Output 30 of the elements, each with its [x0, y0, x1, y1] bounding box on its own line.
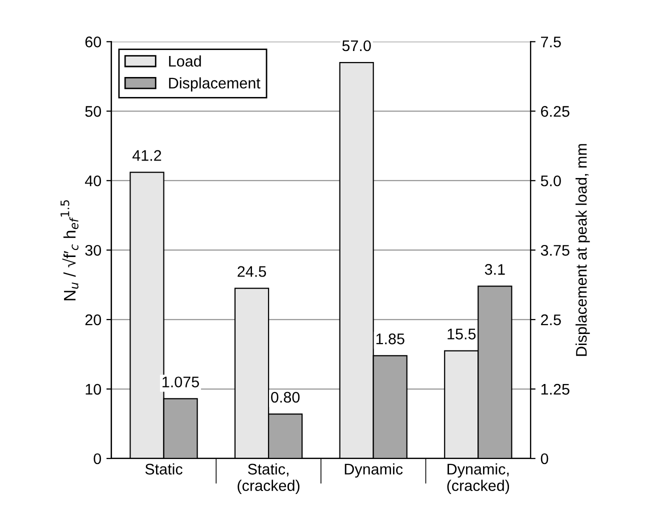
data-label: 3.1 [484, 264, 505, 275]
y2-tick-label: 3.75 [540, 244, 570, 256]
x-tick-label: Dynamic, (cracked) [447, 463, 510, 494]
data-label: 41.2 [132, 150, 162, 161]
y2-tick-label: 0 [540, 453, 548, 464]
y-tick-label: 40 [84, 175, 102, 186]
y-tick-label: 50 [85, 106, 102, 117]
data-label: 15.5 [448, 328, 476, 340]
legend-label: Load [169, 55, 201, 67]
y2-tick-label: 1.25 [541, 384, 570, 395]
y-tick-label: 0 [94, 453, 102, 464]
y2-tick-label: 7.5 [541, 36, 561, 48]
y2-tick-label: 5.0 [540, 175, 561, 186]
data-label: 1.075 [162, 376, 199, 388]
data-label: 57.0 [342, 40, 371, 52]
y2-tick-label: 6.25 [541, 106, 570, 117]
y-tick-label: 10 [86, 384, 102, 395]
x-tick-label: Static, (cracked) [238, 463, 300, 494]
data-label: 1.85 [376, 334, 404, 344]
x-tick-label: Dynamic [344, 463, 403, 478]
y-tick-label: 20 [85, 314, 102, 326]
x-tick-label: Static [145, 463, 182, 475]
y-tick-label: 30 [85, 244, 102, 256]
data-label: 0.80 [271, 392, 300, 403]
y2-tick-label: 2.5 [541, 314, 561, 326]
y2-axis-title: Displacement at peak load, mm [576, 144, 590, 356]
y-tick-label: 60 [85, 36, 102, 48]
legend-label: Displacement [169, 77, 260, 92]
data-label: 24.5 [238, 266, 266, 277]
y-axis-title: N$_{u}$ / √f′$_{c}$ h$_{ef}$$^{1.5}$ [60, 200, 78, 300]
